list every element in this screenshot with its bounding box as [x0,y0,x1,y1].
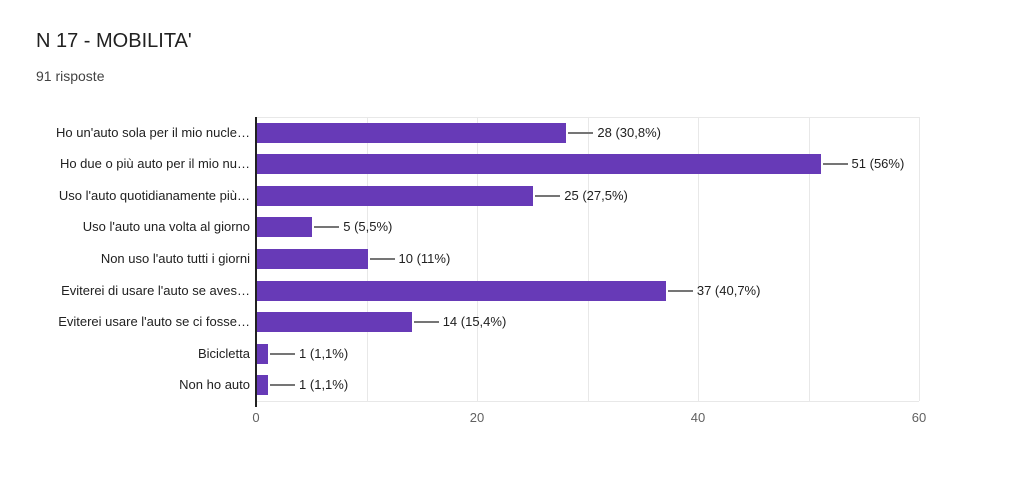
category-label: Eviterei usare l'auto se ci fosse… [58,314,250,330]
bar [257,280,666,301]
bar [257,375,269,396]
value-callout-line [667,289,693,292]
x-tick-label: 60 [911,410,927,425]
x-tick-label: 20 [469,410,485,425]
bar [257,185,534,206]
category-label: Uso l'auto quotidianamente più… [58,187,250,203]
value-callout-line [568,131,594,134]
gridline [808,117,810,401]
value-label: 25 (27,5%) [564,187,628,203]
value-label: 37 (40,7%) [696,282,761,298]
response-count: 91 risposte [36,68,105,84]
value-callout-line [822,163,848,166]
category-label: Eviterei di usare l'auto se aves… [61,282,250,298]
bar [257,217,313,238]
bar [257,154,821,175]
value-label: 28 (30,8%) [597,124,661,140]
value-label: 14 (15,4%) [442,314,507,330]
category-label: Bicicletta [197,345,250,361]
y-axis-line [255,117,257,407]
bar [257,249,368,269]
x-tick-label: 0 [252,410,260,425]
bar [257,312,412,333]
gridline [919,117,920,401]
category-label: Ho due o più auto per il mio nu… [59,156,250,172]
plot-bottom-border [256,401,919,402]
value-label: 1 (1,1%) [299,345,349,361]
value-label: 5 (5,5%) [343,219,393,235]
chart-title: N 17 - MOBILITA' [36,30,192,52]
value-callout-line [535,194,561,197]
value-callout-line [314,226,340,229]
gridline [587,117,589,401]
category-label: Non uso l'auto tutti i giorni [100,251,250,266]
value-callout-line [413,321,439,324]
gridline [477,117,478,401]
x-tick-label: 40 [690,410,706,425]
value-label: 10 (11%) [398,251,451,266]
category-label: Ho un'auto sola per il mio nucle… [56,124,250,140]
value-label: 1 (1,1%) [299,377,349,393]
value-label: 51 (56%) [851,156,905,172]
bar [257,343,269,364]
gridline [698,117,699,401]
category-label: Uso l'auto una volta al giorno [82,219,250,235]
bar [257,122,567,143]
category-label: Non ho auto [179,377,250,393]
value-callout-line [270,384,296,387]
value-callout-line [369,258,395,260]
value-callout-line [270,352,296,355]
